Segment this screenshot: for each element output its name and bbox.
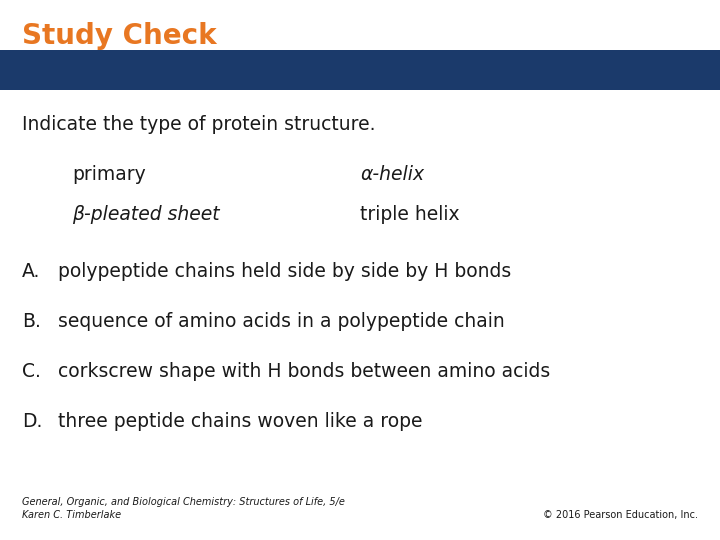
Text: A.: A. — [22, 262, 40, 281]
Text: Study Check: Study Check — [22, 22, 217, 50]
Text: C.: C. — [22, 362, 41, 381]
FancyBboxPatch shape — [0, 50, 720, 90]
Text: primary: primary — [72, 165, 145, 184]
Text: polypeptide chains held side by side by H bonds: polypeptide chains held side by side by … — [58, 262, 511, 281]
Text: sequence of amino acids in a polypeptide chain: sequence of amino acids in a polypeptide… — [58, 312, 505, 331]
Text: triple helix: triple helix — [360, 205, 459, 224]
Text: B.: B. — [22, 312, 41, 331]
Text: © 2016 Pearson Education, Inc.: © 2016 Pearson Education, Inc. — [543, 510, 698, 520]
Text: β-pleated sheet: β-pleated sheet — [72, 205, 220, 224]
Text: α-helix: α-helix — [360, 165, 424, 184]
Text: three peptide chains woven like a rope: three peptide chains woven like a rope — [58, 412, 423, 431]
Text: Indicate the type of protein structure.: Indicate the type of protein structure. — [22, 115, 376, 134]
Text: D.: D. — [22, 412, 42, 431]
Text: General, Organic, and Biological Chemistry: Structures of Life, 5/e
Karen C. Tim: General, Organic, and Biological Chemist… — [22, 497, 345, 520]
Text: corkscrew shape with H bonds between amino acids: corkscrew shape with H bonds between ami… — [58, 362, 550, 381]
